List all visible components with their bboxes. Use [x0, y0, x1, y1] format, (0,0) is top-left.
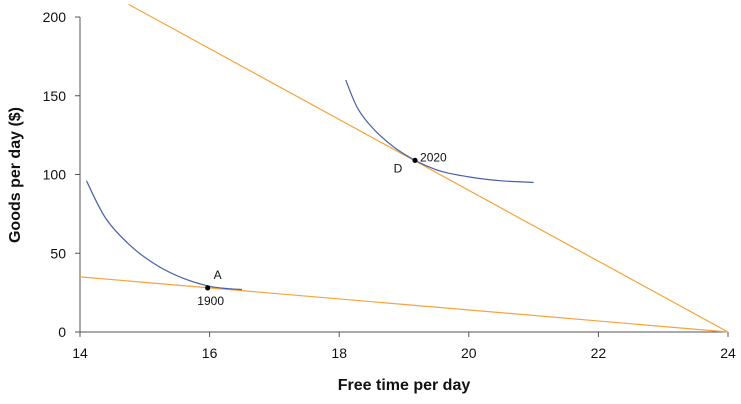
points: A 1900 D 2020	[197, 150, 447, 308]
x-tick-label: 18	[331, 345, 347, 361]
axes	[75, 16, 729, 337]
y-tick-label: 100	[43, 167, 67, 183]
budget-lines	[79, 3, 729, 333]
y-axis-title: Goods per day ($)	[7, 107, 24, 243]
x-tick-label: 20	[461, 345, 477, 361]
y-tick-label: 0	[58, 324, 66, 340]
point-letter-label: A	[214, 268, 222, 282]
y-tick-label: 50	[50, 245, 66, 261]
x-axis-title: Free time per day	[338, 377, 471, 394]
indifference-curve	[345, 79, 534, 183]
point-year-label: 1900	[197, 294, 224, 308]
tick-labels: 14 16 18 20 22 24 0 50 100 150 200	[43, 9, 736, 361]
point-year-label: 2020	[420, 150, 447, 164]
x-tick-label: 22	[591, 345, 607, 361]
y-tick-label: 150	[43, 88, 67, 104]
x-tick-label: 24	[720, 345, 736, 361]
point-letter-label: D	[394, 161, 403, 175]
budget-line	[128, 3, 729, 333]
y-tick-label: 200	[43, 9, 67, 25]
indifference-curves	[85, 79, 534, 291]
x-tick-label: 14	[72, 345, 88, 361]
point-marker	[205, 285, 211, 291]
x-tick-label: 16	[202, 345, 218, 361]
budget-line	[79, 276, 729, 333]
indifference-curve	[85, 180, 243, 291]
point-marker	[412, 157, 418, 163]
